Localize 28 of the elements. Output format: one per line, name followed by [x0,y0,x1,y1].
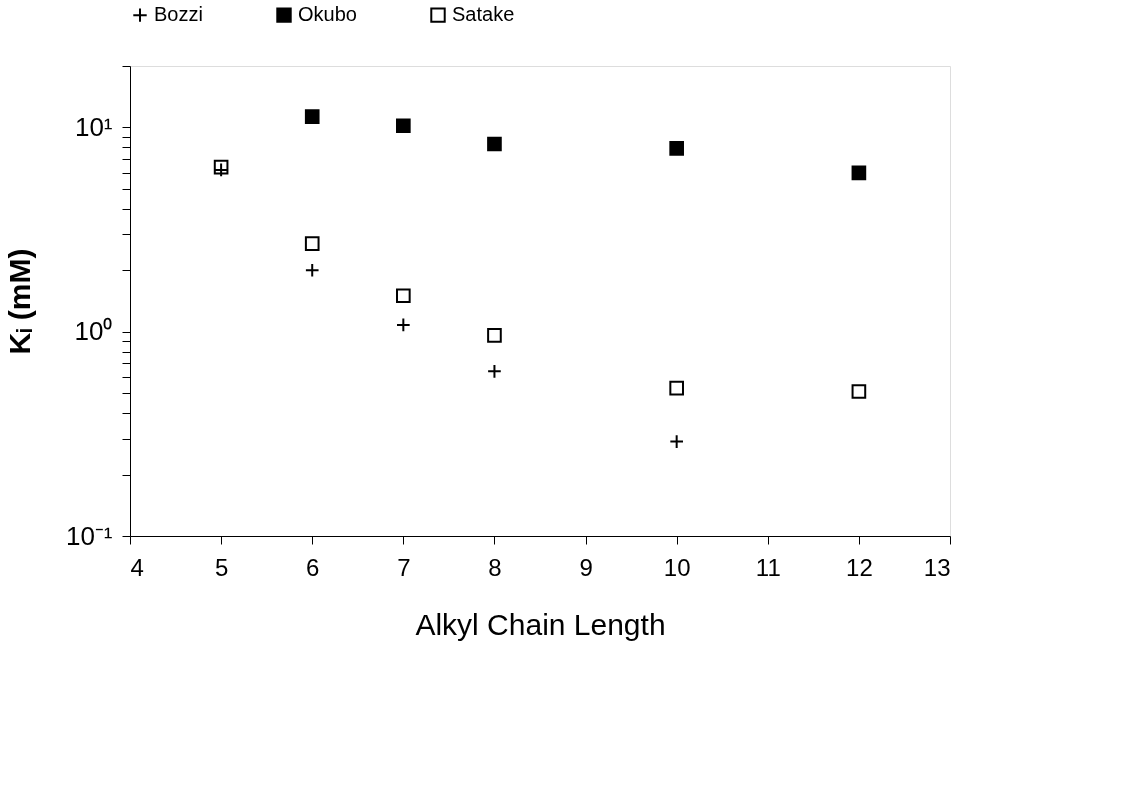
x-tick-label: 11 [755,553,781,581]
x-axis-title: Alkyl Chain Length [415,607,666,641]
y-tick-label: 10⁰ [74,316,113,347]
point [851,384,867,399]
legend-label: Satake [452,3,515,26]
x-tick-label: 13 [923,553,951,581]
x-tick-label: 8 [488,553,502,581]
legend-label: Okubo [298,3,357,26]
point [304,109,320,124]
y-axis-title: Kᵢ (mM) [2,248,36,355]
point [669,141,684,156]
legend-label: Bozzi [154,3,203,26]
y-tick-label: 10⁻¹ [65,520,113,551]
x-tick-label: 5 [214,553,229,581]
point [487,136,502,152]
x-tick-label: 12 [846,553,873,581]
point [304,236,320,251]
point [396,118,411,134]
y-tick-label: 10¹ [74,111,113,142]
x-tick-label: 9 [579,553,593,581]
x-tick-label: 10 [663,553,691,581]
x-tick-label: 6 [306,553,320,581]
point [851,165,867,181]
point [669,380,684,396]
x-tick-label: 4 [130,553,144,581]
x-tick-label: 7 [397,553,411,581]
point [396,288,411,304]
point [487,328,502,343]
